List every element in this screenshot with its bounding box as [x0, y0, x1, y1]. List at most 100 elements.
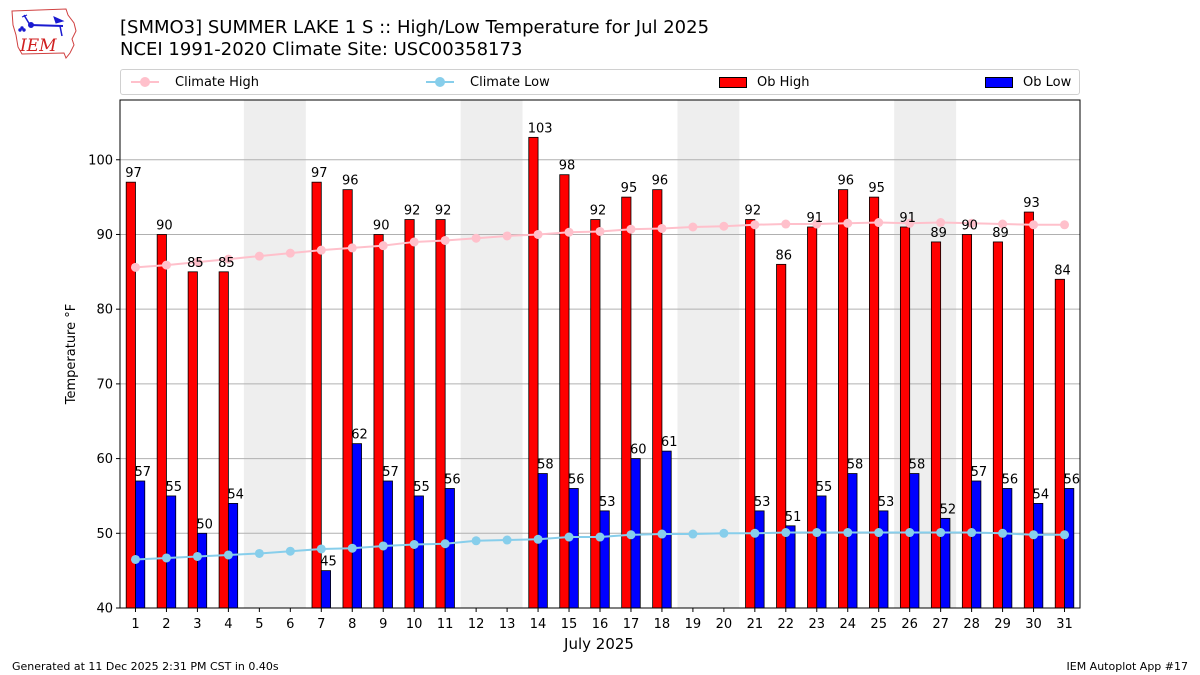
weekend-shade: [677, 100, 740, 608]
climate-high-point: [998, 219, 1008, 229]
climate-high-point: [316, 245, 326, 255]
gridlines: [120, 159, 1080, 534]
ob-low-label: 50: [196, 517, 213, 532]
climate-high-point: [688, 222, 698, 232]
bar-labels: 97 57 90 55 85 50 85 54 97 45 96 62 90 57 92 55 92 56 103 5…: [125, 121, 1080, 569]
ob-high-bar: [590, 219, 601, 609]
ob-low-label: 54: [227, 487, 244, 502]
x-tick-label: 17: [623, 617, 640, 632]
ob-low-label: 58: [909, 458, 926, 473]
climate-low-point: [378, 541, 388, 551]
ob-low-bar: [537, 473, 548, 609]
climate-low-point: [316, 544, 326, 554]
ob-low-label: 53: [878, 495, 895, 510]
x-tick-label: 16: [592, 617, 609, 632]
legend-label: Climate High: [175, 74, 260, 90]
climate-low-point: [812, 528, 822, 538]
ob-low-label: 52: [940, 502, 957, 517]
ob-high-label: 84: [1054, 263, 1071, 278]
generated-timestamp: Generated at 11 Dec 2025 2:31 PM CST in …: [12, 660, 279, 673]
x-axis-label: July 2025: [563, 635, 634, 653]
y-tick-label: 90: [96, 228, 113, 243]
climate-low-point: [905, 528, 915, 538]
ob-low-label: 53: [754, 495, 771, 510]
x-tick-label: 30: [1025, 617, 1042, 632]
ob-low-label: 54: [1033, 487, 1050, 502]
ob-low-bar: [568, 488, 579, 609]
ob-high-label: 92: [404, 204, 421, 219]
x-tick-label: 13: [499, 617, 516, 632]
ob-high-label: 90: [961, 218, 978, 233]
x-tick-label: 19: [685, 617, 702, 632]
ob-low-bar: [1033, 503, 1044, 609]
x-tick-label: 12: [468, 617, 485, 632]
ob-high-label: 95: [868, 181, 885, 196]
ob-low-label: 57: [971, 465, 988, 480]
legend-item-climate-low: Climate Low: [426, 70, 550, 94]
ob-low-label: 60: [630, 443, 647, 458]
legend-label: Ob High: [757, 74, 810, 90]
ob-low-bar: [754, 510, 765, 609]
x-tick-label: 10: [406, 617, 423, 632]
ob-low-label: 56: [568, 472, 585, 487]
climate-low-point: [533, 534, 543, 544]
x-tick-label: 14: [530, 617, 547, 632]
climate-low-point: [781, 528, 791, 538]
x-tick-label: 22: [778, 617, 795, 632]
weather-station-icon: [18, 14, 65, 37]
x-tick-label: 28: [963, 617, 980, 632]
ob-high-bar: [373, 234, 384, 609]
ob-high-label: 92: [590, 204, 607, 219]
ob-high-bar: [652, 189, 663, 609]
ob-high-label: 89: [992, 226, 1009, 241]
legend: Climate High Climate Low Ob High Ob Low: [120, 69, 1080, 95]
ob-high-bar: [435, 219, 446, 609]
climate-low-point: [254, 548, 264, 558]
climate-low-point: [1060, 530, 1070, 540]
ob-low-label: 45: [320, 555, 337, 570]
climate-high-point: [161, 260, 171, 270]
ob-high-bar: [218, 271, 229, 609]
app-credit: IEM Autoplot App #17: [1066, 660, 1189, 673]
climate-lines: [130, 218, 1070, 564]
climate-high-point: [936, 218, 946, 228]
climate-low-point: [502, 535, 512, 545]
ob-high-swatch-icon: [719, 76, 747, 88]
weekend-shading: [243, 100, 957, 608]
ob-high-label: 90: [156, 218, 173, 233]
climate-low-point: [285, 546, 295, 556]
climate-low-point: [626, 530, 636, 540]
climate-low-point: [223, 550, 233, 560]
ob-low-bar: [847, 473, 858, 609]
climate-high-point: [409, 237, 419, 247]
ob-high-label: 91: [899, 211, 916, 226]
ob-low-bar: [320, 570, 331, 609]
bars: [125, 136, 1075, 609]
climate-high-point: [254, 251, 264, 261]
ob-low-swatch-icon: [985, 76, 1013, 88]
ob-high-bar: [1054, 278, 1065, 609]
x-tick-label: 15: [561, 617, 578, 632]
ob-low-bar: [816, 495, 827, 609]
ob-high-bar: [807, 226, 818, 609]
x-tick-label: 4: [224, 617, 232, 632]
climate-high-line-marker-icon: [131, 77, 159, 87]
climate-low-point: [750, 528, 760, 538]
ob-low-label: 53: [599, 495, 616, 510]
climate-high-point: [781, 219, 791, 229]
y-tick-label: 100: [88, 153, 113, 168]
climate-low-point: [719, 528, 729, 538]
ob-low-label: 51: [785, 510, 802, 525]
climate-low-point: [161, 553, 171, 563]
chart-subtitle: NCEI 1991-2020 Climate Site: USC00358173: [120, 39, 523, 60]
ob-high-label: 96: [342, 174, 359, 189]
x-tick-label: 20: [716, 617, 733, 632]
x-tick-label: 21: [747, 617, 764, 632]
x-tick-label: 27: [932, 617, 949, 632]
climate-high-point: [812, 219, 822, 229]
climate-low-point: [347, 543, 357, 553]
climate-low-line-marker-icon: [426, 77, 454, 87]
x-tick-label: 1: [131, 617, 139, 632]
ob-high-bar: [838, 189, 849, 609]
